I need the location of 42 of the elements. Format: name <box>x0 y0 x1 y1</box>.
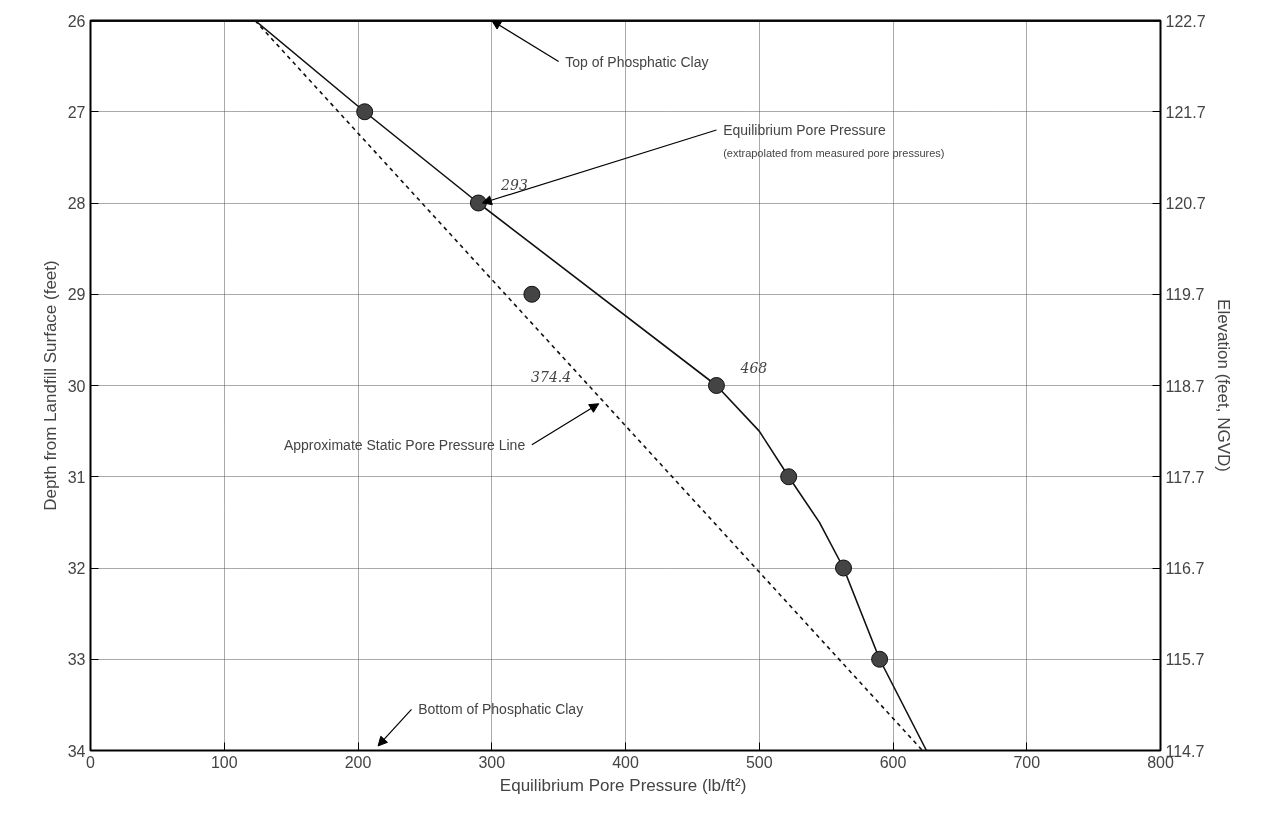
point <box>469 194 487 212</box>
point <box>707 377 725 394</box>
point <box>356 103 374 121</box>
annotation: Approximate Static Pore Pressure Line <box>283 436 526 453</box>
y-tick-label: 26 <box>67 12 86 30</box>
x-tick-label: 300 <box>478 753 506 771</box>
x-tick-label: 400 <box>612 753 639 771</box>
y2-tick-label: 116.7 <box>1165 560 1205 577</box>
point <box>835 559 853 577</box>
y-tick-label: 30 <box>67 377 86 395</box>
y-tick-label: 31 <box>67 468 86 486</box>
x-tick-label: 200 <box>344 753 372 771</box>
y2-tick-label: 117.7 <box>1165 468 1205 486</box>
x-tick-label: 100 <box>210 753 238 771</box>
y-tick-label: 29 <box>67 286 86 304</box>
y2-tick-label: 122.7 <box>1165 12 1206 30</box>
x-tick-label: 700 <box>1013 753 1041 771</box>
x-tick-label: 0 <box>86 753 96 771</box>
y-tick-label: 28 <box>67 195 86 212</box>
annotation: 293 <box>500 177 528 194</box>
point <box>780 468 798 486</box>
x-tick-label: 600 <box>879 753 907 771</box>
y-axis-title: Depth from Landfill Surface (feet) <box>40 260 60 511</box>
ref-line-label: Top of Phosphatic Clay <box>565 53 709 70</box>
annotation: Equilibrium Pore Pressure (extrapolated from measured pore pressures) <box>723 122 945 159</box>
y2-tick-label: 119.7 <box>1165 286 1205 304</box>
y2-axis-title: Elevation (feet, NGVD) <box>1213 299 1233 472</box>
y2-tick-label: 115.7 <box>1165 651 1205 669</box>
x-axis-title: Equilibrium Pore Pressure (lb/ft²) <box>499 775 747 795</box>
point <box>871 650 889 668</box>
y2-tick-label: 121.7 <box>1165 103 1206 121</box>
y2-tick-label: 120.7 <box>1165 195 1206 212</box>
y-tick-label: 32 <box>67 560 86 577</box>
y-tick-label: 27 <box>67 103 86 121</box>
x-tick-label: 500 <box>745 753 773 771</box>
y2-tick-label: 118.7 <box>1165 377 1205 395</box>
annotation: 374.4 <box>531 368 572 385</box>
y-tick-label: 33 <box>67 651 86 669</box>
annotation: 468 <box>739 359 768 376</box>
y-tick-label: 34 <box>67 742 86 760</box>
point <box>523 285 541 303</box>
annotation: Bottom of Phosphatic Clay <box>418 701 584 718</box>
